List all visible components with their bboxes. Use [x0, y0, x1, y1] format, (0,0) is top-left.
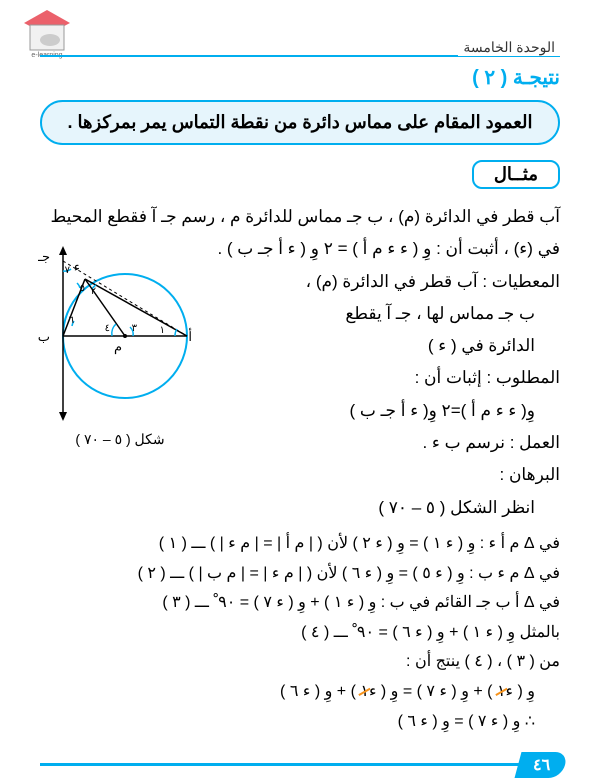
example-label: مثــال — [472, 160, 560, 189]
svg-text:٢: ٢ — [91, 286, 96, 297]
svg-text:ب: ب — [38, 329, 50, 344]
svg-text:٧: ٧ — [65, 265, 71, 276]
proof-line-3: في Δ أ ب جـ القائم في ب : وِ ( ء ١ ) + و… — [40, 588, 560, 618]
svg-text:جـ: جـ — [37, 249, 50, 264]
given-line: المعطيات : آب قطر في الدائرة (م) ، — [240, 266, 560, 298]
intro-line-1: آب قطر في الدائرة (م) ، ب جـ مماس للدائر… — [40, 201, 560, 233]
svg-text:أ: أ — [188, 328, 192, 344]
svg-text:٦: ٦ — [69, 315, 74, 326]
required-eq: وِ( ء ء م أ )=٢ وِ( ء أ جـ ب ) — [240, 395, 560, 427]
unit-label: الوحدة الخامسة — [458, 39, 560, 56]
elearning-logo: e-learning — [20, 5, 75, 60]
svg-text:٥: ٥ — [80, 283, 85, 294]
given-line-3: الدائرة في ( ء ) — [240, 330, 560, 362]
proof-line-6: وِ ( ء١ ) + وِ ( ء ٧ ) = وِ ( ء١ ) + وِ … — [40, 677, 560, 707]
page-footer: ٤٦ — [40, 763, 560, 766]
proof-line-7: ∴ وِ ( ء ٧ ) = وِ ( ء ٦ ) — [40, 707, 560, 737]
svg-text:م: م — [114, 339, 122, 355]
given-line-2: ب جـ مماس لها ، جـ آ يقطع — [240, 298, 560, 330]
proof-line-5: من ( ٣ ) ، ( ٤ ) ينتج أن : — [40, 647, 560, 677]
svg-text:١: ١ — [160, 325, 165, 336]
figure-caption: شكل ( ٥ – ٧٠ ) — [30, 431, 210, 448]
svg-text:٤: ٤ — [105, 323, 110, 334]
svg-text:ء: ء — [74, 259, 80, 274]
proof-line-4: بالمثل وِ ( ء ١ ) + وِ ( ء ٦ ) = ٩٠ ْ ــ… — [40, 618, 560, 648]
work-line: العمل : نرسم ب ء . — [240, 427, 560, 459]
see-figure: انظر الشكل ( ٥ – ٧٠ ) — [40, 492, 560, 524]
required-line: المطلوب : إثبات أن : — [240, 362, 560, 394]
proof-line-1: في Δ م أ ء : وِ ( ء ١ ) = وِ ( ء ٢ ) لأن… — [40, 529, 560, 559]
header-rule: الوحدة الخامسة — [40, 55, 560, 57]
geometry-figure: أ ب جـ ء م ١ ٢ ٣ ٤ ٥ ٦ ٧ شكل ( ٥ – ٧٠ ) — [30, 241, 210, 448]
result-title: نتيجـة ( ٢ ) — [40, 65, 560, 90]
svg-text:٣: ٣ — [132, 323, 138, 334]
page-number: ٤٦ — [514, 752, 568, 778]
theorem-box: العمود المقام على مماس دائرة من نقطة الت… — [40, 100, 560, 145]
proof-line-2: في Δ م ء ب : وِ ( ء ٥ ) = وِ ( ء ٦ ) لأن… — [40, 559, 560, 589]
proof-label: البرهان : — [40, 459, 560, 491]
